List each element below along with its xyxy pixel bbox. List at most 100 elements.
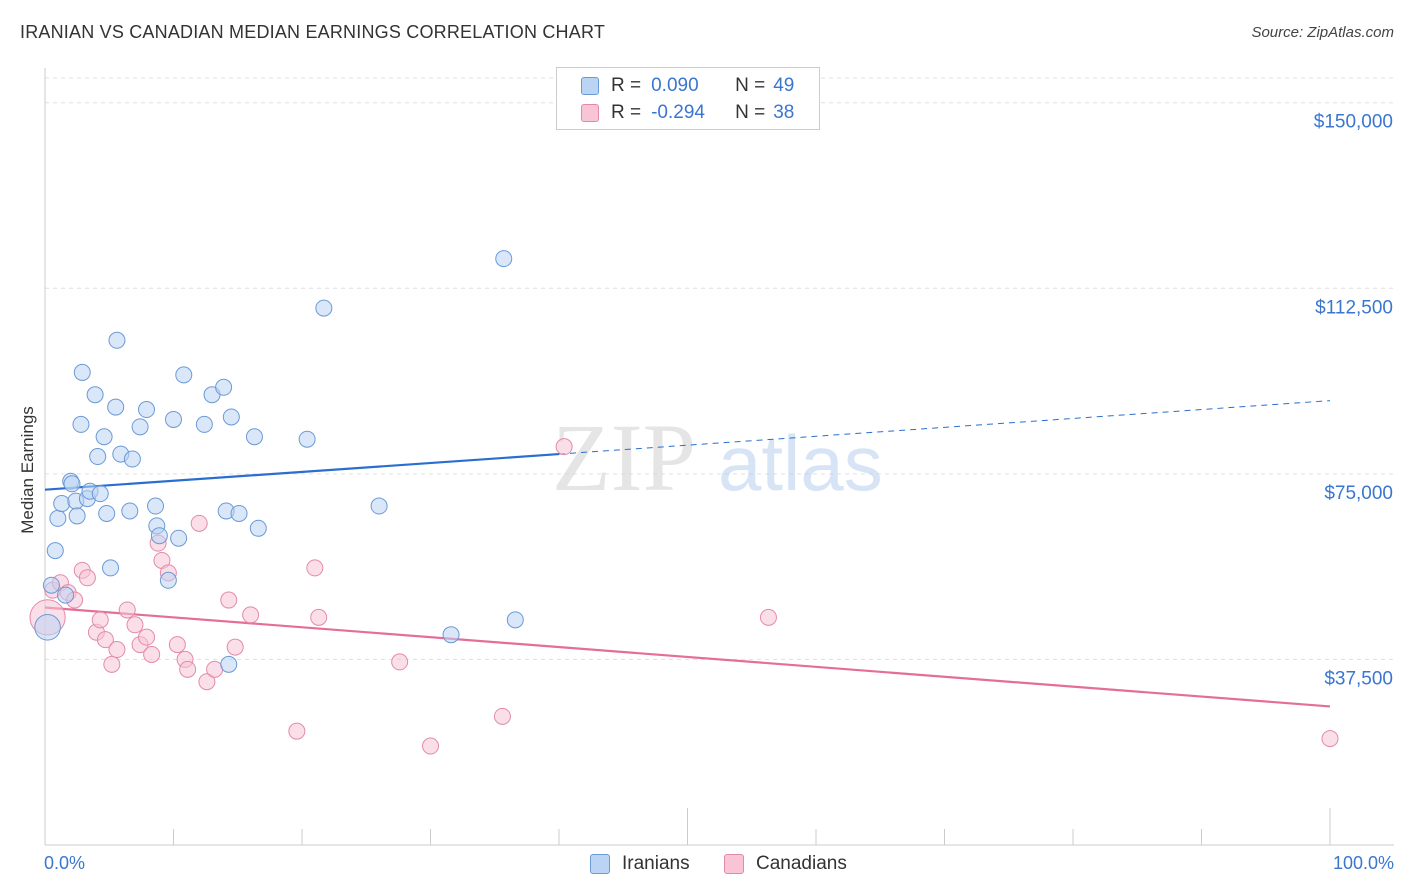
watermark-zip: ZIP xyxy=(552,404,696,511)
series-legend-canadians: Canadians xyxy=(724,852,847,876)
data-point-iranians xyxy=(495,250,513,268)
data-point-iranians xyxy=(95,428,113,446)
data-point-canadians xyxy=(555,438,573,456)
legend-row-canadians: R = -0.294 N = 38 xyxy=(581,100,794,126)
x-axis-ticks xyxy=(44,808,1331,845)
data-point-iranians xyxy=(170,529,188,547)
data-point-iranians xyxy=(506,611,524,629)
data-point-iranians xyxy=(107,398,125,416)
data-point-iranians xyxy=(91,485,109,503)
series-swatch-iranians xyxy=(590,854,610,874)
legend-swatch-iranians xyxy=(581,77,599,95)
data-point-canadians xyxy=(179,660,197,678)
legend-r-label: R = xyxy=(611,102,642,123)
trend-lines xyxy=(44,400,1331,708)
data-point-canadians xyxy=(220,591,238,609)
data-point-canadians xyxy=(103,655,121,673)
data-point-iranians xyxy=(175,366,193,384)
data-point-iranians xyxy=(49,509,67,527)
data-point-iranians xyxy=(89,448,107,466)
data-point-iranians xyxy=(195,415,213,433)
series-legend-iranians: Iranians xyxy=(590,852,690,876)
data-point-canadians xyxy=(242,606,260,624)
data-point-iranians xyxy=(121,502,139,520)
legend-n-value-canadians: 38 xyxy=(773,102,795,123)
legend-r-value-iranians: 0.090 xyxy=(651,75,699,96)
data-point-canadians xyxy=(226,638,244,656)
y-tick-label: $112,500 xyxy=(1315,297,1393,318)
data-point-iranians xyxy=(42,576,60,594)
data-point-iranians xyxy=(57,586,75,604)
data-point-iranians xyxy=(215,378,233,396)
legend-r-value-canadians: -0.294 xyxy=(651,102,705,123)
data-point-canadians xyxy=(306,559,324,577)
y-tick-label: $37,500 xyxy=(1324,668,1393,689)
series-label-canadians: Canadians xyxy=(756,853,847,874)
chart-title: IRANIAN VS CANADIAN MEDIAN EARNINGS CORR… xyxy=(20,22,606,42)
trend-line-extension-iranians xyxy=(558,400,1331,455)
data-point-canadians xyxy=(143,645,161,663)
data-point-iranians xyxy=(245,428,263,446)
legend-r-label: R = xyxy=(611,75,642,96)
y-axis-label: Median Earnings xyxy=(18,406,37,534)
y-tick-labels: $37,500 $75,000 $112,500 $150,000 xyxy=(1314,112,1393,690)
series-label-iranians: Iranians xyxy=(622,853,690,874)
data-point-canadians xyxy=(138,628,156,646)
data-point-canadians xyxy=(422,737,439,755)
source-credit: Source: ZipAtlas.com xyxy=(1251,24,1394,41)
data-point-canadians xyxy=(126,616,144,634)
data-point-canadians xyxy=(91,611,109,629)
data-point-iranians xyxy=(298,430,316,448)
trend-line-iranians xyxy=(44,452,560,491)
x-tick-label-left: 0.0% xyxy=(44,853,85,873)
gridlines xyxy=(45,77,1394,660)
data-point-iranians xyxy=(102,559,120,577)
y-tick-label: $75,000 xyxy=(1324,483,1393,504)
data-point-canadians xyxy=(310,608,328,626)
data-point-iranians xyxy=(72,415,90,433)
data-point-canadians xyxy=(493,707,511,725)
data-point-iranians xyxy=(123,450,141,468)
data-point-canadians xyxy=(118,601,136,619)
data-point-iranians xyxy=(165,410,182,428)
data-point-canadians xyxy=(759,608,777,626)
data-point-iranians xyxy=(147,497,165,515)
data-point-iranians xyxy=(108,331,126,349)
data-point-iranians xyxy=(63,475,81,493)
trend-line-canadians xyxy=(44,606,1331,708)
legend-n-label: N = xyxy=(735,75,766,96)
data-point-iranians xyxy=(68,507,86,525)
data-point-iranians xyxy=(86,386,104,404)
data-point-canadians xyxy=(1321,730,1339,748)
watermark: ZIP atlas xyxy=(552,404,883,511)
correlation-legend: R = 0.090 N = 49 R = -0.294 N = 38 xyxy=(556,67,820,130)
data-point-canadians xyxy=(198,673,216,691)
axes xyxy=(44,68,1394,846)
data-point-iranians xyxy=(34,613,61,641)
y-tick-label: $150,000 xyxy=(1314,112,1393,133)
data-point-iranians xyxy=(131,418,149,436)
data-point-canadians xyxy=(206,660,224,678)
data-point-canadians xyxy=(168,636,186,654)
data-point-iranians xyxy=(220,655,238,673)
data-point-canadians xyxy=(190,514,208,532)
data-point-iranians xyxy=(73,363,91,381)
data-point-iranians xyxy=(442,626,460,644)
watermark-atlas: atlas xyxy=(718,419,883,507)
data-point-iranians xyxy=(230,504,248,522)
data-point-iranians xyxy=(138,401,156,419)
data-point-iranians xyxy=(159,571,177,589)
data-point-iranians xyxy=(53,495,71,513)
legend-n-label: N = xyxy=(735,102,766,123)
legend-swatch-canadians xyxy=(581,104,599,122)
data-point-canadians xyxy=(78,569,96,587)
data-point-canadians xyxy=(96,631,114,649)
data-point-canadians xyxy=(391,653,409,671)
data-point-canadians xyxy=(108,641,126,659)
series-swatch-canadians xyxy=(724,854,744,874)
data-point-iranians xyxy=(150,527,168,545)
legend-n-value-iranians: 49 xyxy=(773,75,795,96)
data-point-iranians xyxy=(46,542,64,560)
legend-row-iranians: R = 0.090 N = 49 xyxy=(581,73,794,99)
